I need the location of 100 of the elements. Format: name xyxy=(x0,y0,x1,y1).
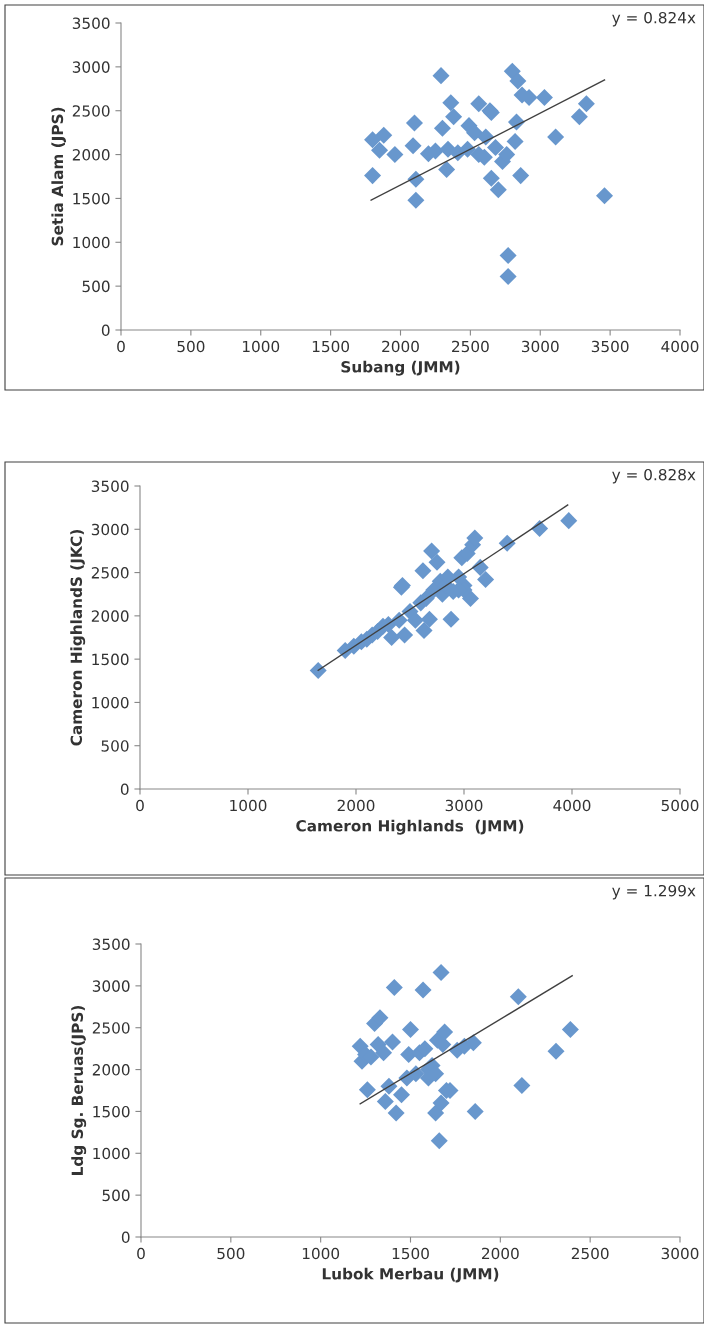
point xyxy=(560,512,578,530)
y-tick-label: 1000 xyxy=(93,1147,130,1160)
y-tick-label: 500 xyxy=(82,280,110,293)
point xyxy=(407,191,425,209)
y-tick-label: 1500 xyxy=(73,192,110,205)
y-tick-label: 3500 xyxy=(92,938,130,951)
point xyxy=(364,167,382,185)
x-tick-label: 2000 xyxy=(482,1247,519,1260)
x-tick-label: 5000 xyxy=(661,799,699,812)
point xyxy=(509,72,527,90)
point xyxy=(427,1104,445,1122)
point xyxy=(509,988,527,1006)
point xyxy=(387,1104,405,1122)
x-tick-label: 2000 xyxy=(337,799,375,812)
point xyxy=(547,1042,565,1060)
y-tick-label: 3000 xyxy=(92,980,130,992)
point xyxy=(371,1009,389,1027)
y-axis-title: Cameron HighlandS (JKC) xyxy=(70,530,86,746)
y-tick-label: 2000 xyxy=(92,1064,130,1076)
point xyxy=(506,132,524,150)
point xyxy=(470,95,488,113)
point xyxy=(364,131,382,149)
y-axis-title: Ldg Sg. Beruas(JPS) xyxy=(71,1005,87,1175)
y-tick-label: 3500 xyxy=(91,480,129,493)
point xyxy=(406,611,424,629)
point xyxy=(430,1132,448,1150)
y-tick-label: 1000 xyxy=(73,236,110,249)
x-tick-label: 2000 xyxy=(382,340,419,353)
point xyxy=(401,1020,420,1038)
point xyxy=(445,108,463,126)
point xyxy=(404,137,422,155)
point xyxy=(438,160,456,178)
x-tick-label: 2500 xyxy=(571,1247,609,1260)
point xyxy=(384,1033,402,1051)
y-tick-label: 1500 xyxy=(93,1105,130,1118)
y-tick-label: 2500 xyxy=(72,105,110,117)
point xyxy=(577,95,595,113)
point xyxy=(393,1086,411,1104)
point xyxy=(432,1094,450,1112)
y-tick-label: 0 xyxy=(121,1231,130,1244)
point xyxy=(415,622,433,640)
point xyxy=(436,1023,454,1041)
point xyxy=(561,1020,579,1038)
point xyxy=(375,1044,393,1062)
point xyxy=(547,128,565,146)
y-tick-label: 500 xyxy=(101,740,129,752)
point xyxy=(596,187,614,205)
point xyxy=(358,1081,376,1099)
y-tick-label: 0 xyxy=(101,324,110,337)
point xyxy=(442,94,460,112)
y-tick-label: 2000 xyxy=(72,149,110,161)
y-tick-label: 3500 xyxy=(72,17,110,30)
y-axis-title: Setia Alam (JPS) xyxy=(51,107,67,246)
point xyxy=(420,610,438,628)
y-tick-label: 3000 xyxy=(72,61,110,73)
x-tick-label: 1000 xyxy=(302,1247,340,1260)
y-tick-label: 2500 xyxy=(92,1022,130,1034)
point xyxy=(513,1076,531,1094)
y-tick-label: 2500 xyxy=(91,567,129,579)
x-tick-label: 3000 xyxy=(521,340,559,353)
x-tick-label: 4000 xyxy=(661,340,699,353)
x-tick-label: 500 xyxy=(217,1247,245,1260)
point xyxy=(386,146,404,164)
point xyxy=(570,108,588,126)
x-tick-label: 1000 xyxy=(230,799,267,812)
point xyxy=(371,141,389,159)
x-tick-label: 3500 xyxy=(591,340,629,353)
point xyxy=(414,981,432,999)
point xyxy=(503,62,521,80)
point xyxy=(466,124,484,142)
point xyxy=(487,139,505,157)
x-tick-label: 0 xyxy=(136,799,144,812)
point xyxy=(482,169,500,187)
x-tick-label: 2500 xyxy=(452,340,489,353)
x-tick-label: 1500 xyxy=(392,1247,429,1260)
y-tick-label: 500 xyxy=(102,1189,130,1202)
point xyxy=(383,628,401,647)
x-tick-label: 500 xyxy=(177,340,205,353)
point xyxy=(376,1092,394,1110)
point xyxy=(466,1102,484,1120)
point xyxy=(375,126,393,144)
point xyxy=(535,89,553,107)
point xyxy=(414,562,432,580)
point xyxy=(432,963,450,981)
point xyxy=(428,553,446,571)
point xyxy=(442,610,460,628)
y-tick-label: 2000 xyxy=(91,610,129,622)
x-axis-title: Cameron Highlands (JMM) xyxy=(296,819,524,835)
y-tick-label: 3000 xyxy=(91,523,129,536)
point xyxy=(461,590,479,608)
text: y = 0.828x xyxy=(612,468,696,484)
y-tick-label: 1000 xyxy=(92,696,129,709)
x-tick-label: 1500 xyxy=(312,340,350,353)
point xyxy=(477,570,495,588)
y-tick-label: 0 xyxy=(120,783,129,796)
x-tick-label: 0 xyxy=(137,1247,145,1260)
point xyxy=(499,267,517,285)
point xyxy=(385,979,403,997)
x-tick-label: 1000 xyxy=(242,340,280,353)
point xyxy=(396,626,414,644)
